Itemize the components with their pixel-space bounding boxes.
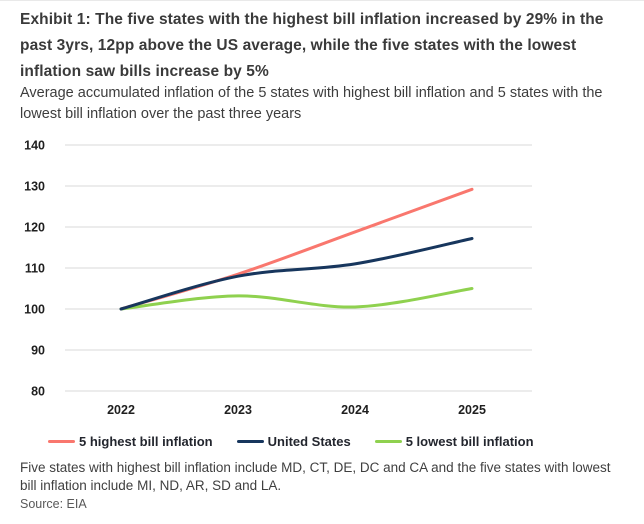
chart-footnote: Five states with highest bill inflation … bbox=[20, 460, 611, 493]
y-tick-label: 130 bbox=[24, 180, 45, 194]
y-axis-tick-labels: 140 130 120 110 100 90 80 bbox=[24, 139, 45, 399]
legend-item-5-lowest-bill-inflation: 5 lowest bill inflation bbox=[374, 434, 534, 449]
legend-item-5-highest-bill-inflation: 5 highest bill inflation bbox=[48, 434, 213, 449]
gridlines bbox=[65, 144, 532, 392]
legend-label: 5 highest bill inflation bbox=[79, 434, 213, 449]
y-tick-label: 80 bbox=[31, 385, 45, 399]
chart-subtitle: Average accumulated inflation of the 5 s… bbox=[20, 85, 603, 122]
x-tick-label: 2025 bbox=[458, 403, 486, 417]
line-chart: 140 130 120 110 100 90 80 2022 2023 2024 2025 bbox=[24, 139, 532, 417]
source-note: Source: EIA bbox=[20, 497, 87, 511]
legend-line-swatch bbox=[48, 440, 75, 443]
legend-label: 5 lowest bill inflation bbox=[405, 434, 534, 449]
legend-label: United States bbox=[267, 434, 351, 449]
series-line-5-highest-bill-inflation bbox=[119, 187, 474, 311]
y-tick-label: 110 bbox=[25, 262, 45, 276]
x-axis-tick-labels: 2022 2023 2024 2025 bbox=[107, 403, 486, 417]
series-line-5-lowest-bill-inflation bbox=[119, 287, 474, 311]
y-tick-label: 120 bbox=[24, 221, 45, 235]
y-tick-label: 90 bbox=[31, 344, 45, 358]
series-line-united-states bbox=[119, 236, 474, 311]
chart-legend: 5 highest bill inflation United States 5 l… bbox=[48, 434, 534, 449]
chart-series-lines bbox=[119, 187, 474, 311]
legend-line-swatch bbox=[236, 440, 264, 443]
y-tick-label: 140 bbox=[24, 139, 45, 153]
x-tick-label: 2023 bbox=[224, 403, 252, 417]
y-tick-label: 100 bbox=[24, 303, 45, 317]
legend-item-united-states: United States bbox=[236, 434, 351, 449]
exhibit-title: Exhibit 1: The five states with the high… bbox=[20, 11, 604, 80]
x-tick-label: 2024 bbox=[341, 403, 369, 417]
x-tick-label: 2022 bbox=[107, 403, 135, 417]
legend-line-swatch bbox=[374, 440, 402, 443]
